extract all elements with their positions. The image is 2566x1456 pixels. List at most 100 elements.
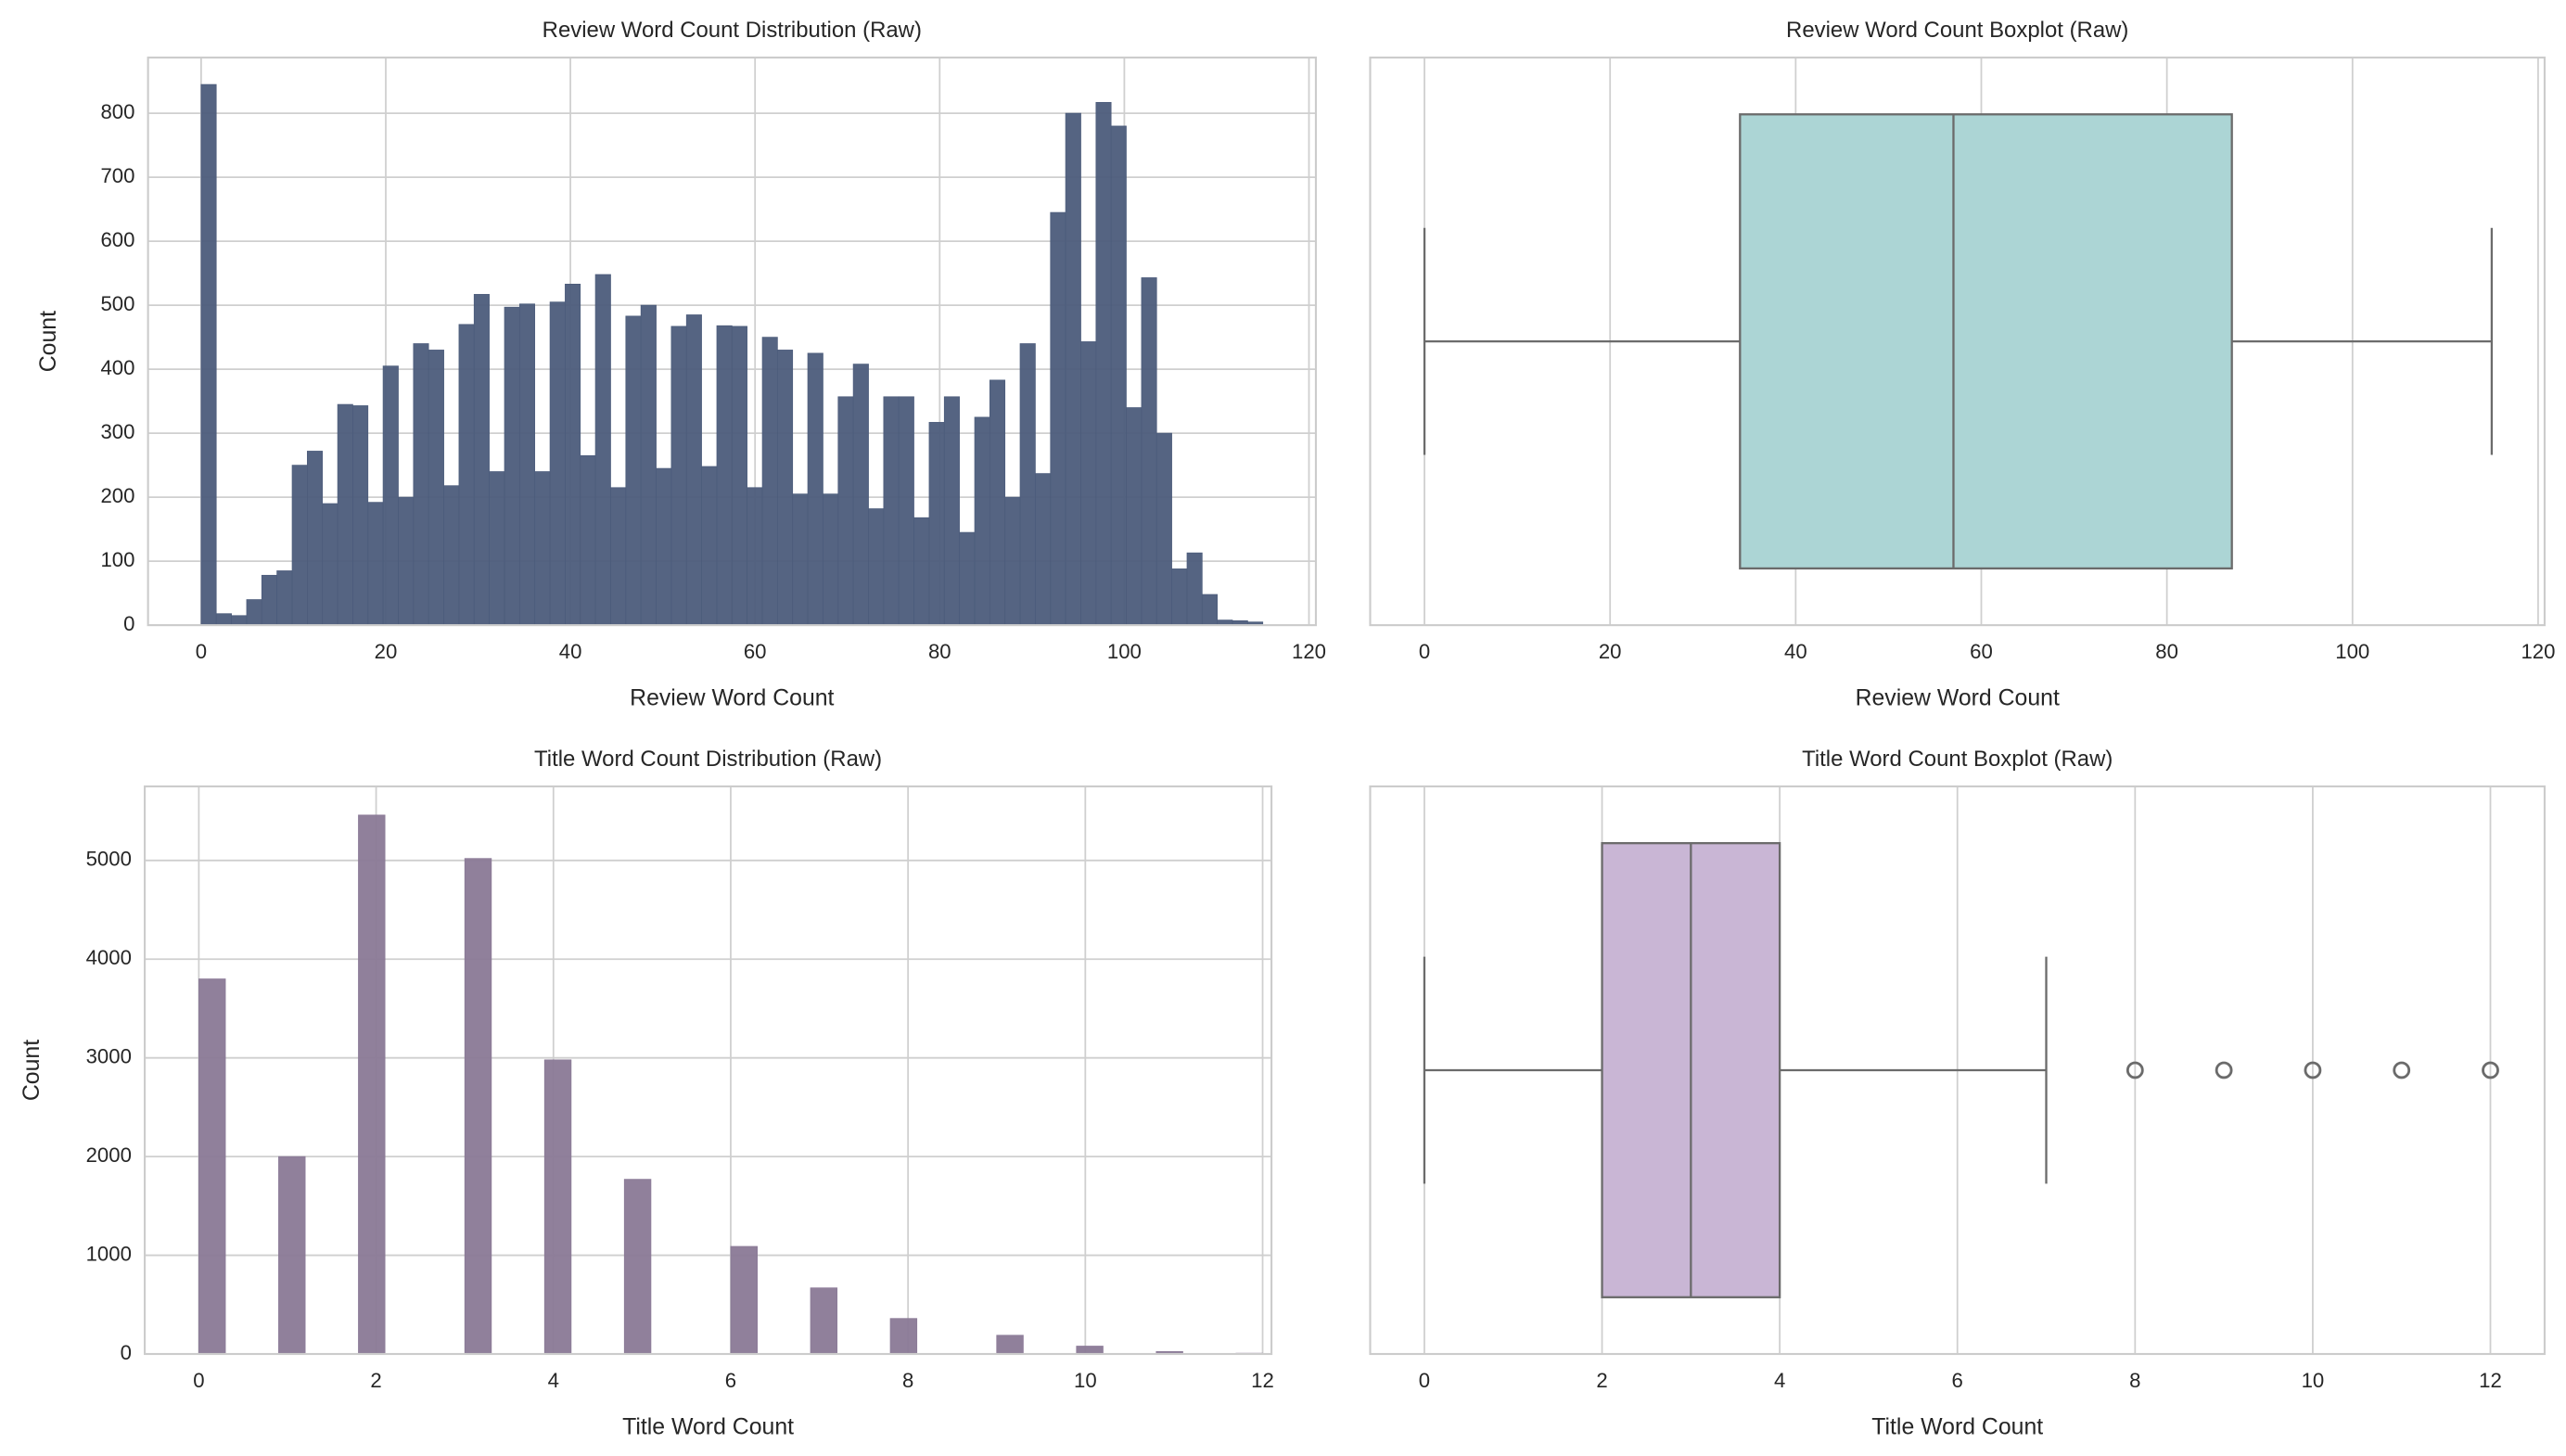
y-tick-label: 1000 — [86, 1242, 132, 1265]
histogram-bar — [852, 364, 869, 626]
histogram-bar — [868, 508, 885, 626]
histogram-bar — [1171, 568, 1188, 626]
histogram-bar — [913, 517, 930, 626]
x-tick-label: 60 — [744, 640, 767, 663]
histogram-bar — [276, 570, 293, 626]
x-tick-label: 0 — [196, 640, 207, 663]
histogram-bar — [1126, 407, 1143, 626]
histogram-bar — [358, 814, 386, 1355]
x-tick-label: 120 — [2521, 640, 2555, 663]
y-tick-label: 800 — [100, 100, 134, 123]
x-tick-label: 20 — [375, 640, 398, 663]
y-tick-label: 4000 — [86, 946, 132, 969]
histogram-bar — [1155, 432, 1172, 626]
x-tick-label: 0 — [1419, 640, 1430, 663]
axes-frame — [147, 57, 1318, 627]
histogram-bar — [807, 352, 823, 626]
x-tick-label: 10 — [1074, 1369, 1097, 1392]
histogram-bar — [777, 350, 794, 626]
x-tick-label: 2 — [1596, 1369, 1607, 1392]
histogram-bar — [1186, 552, 1203, 626]
histogram-bar — [464, 858, 492, 1355]
histogram-bar — [889, 1318, 918, 1355]
histogram-bar — [1076, 1346, 1104, 1355]
chart-title: Review Word Count Boxplot (Raw) — [1786, 18, 2128, 43]
histogram-bar — [352, 405, 369, 626]
x-tick-label: 2 — [370, 1369, 381, 1392]
histogram-bar — [761, 337, 778, 626]
y-axis-label: Count — [36, 311, 61, 372]
histogram-bar — [398, 496, 415, 626]
axes-frame — [1369, 785, 2547, 1356]
histogram-bar — [367, 502, 384, 626]
x-tick-label: 4 — [548, 1369, 559, 1392]
outlier — [2304, 1061, 2322, 1079]
histogram-bar — [701, 466, 718, 626]
histogram-bar — [215, 613, 232, 626]
y-tick-label: 0 — [121, 1341, 132, 1364]
y-tick-label: 5000 — [86, 848, 132, 871]
histogram-bar — [543, 1059, 572, 1355]
x-tick-label: 0 — [1419, 1369, 1430, 1392]
histogram-bar — [610, 487, 627, 626]
histogram-bar — [458, 324, 475, 626]
outlier — [2126, 1061, 2144, 1079]
y-tick-label: 3000 — [86, 1045, 132, 1068]
histogram-bar — [730, 1245, 758, 1355]
chart-title: Title Word Count Distribution (Raw) — [534, 747, 882, 772]
histogram-bar — [549, 301, 566, 626]
axes-frame — [1369, 57, 2547, 627]
x-tick-label: 10 — [2302, 1369, 2325, 1392]
histogram-bar — [231, 615, 248, 626]
histogram-bar — [291, 465, 308, 626]
histogram-bar — [883, 396, 900, 626]
histogram-bar — [565, 283, 581, 626]
outlier — [2393, 1061, 2411, 1079]
x-tick-label: 4 — [1774, 1369, 1785, 1392]
histogram-bar — [670, 326, 687, 626]
histogram-bar — [959, 531, 976, 626]
histogram-bar — [198, 978, 226, 1355]
histogram-bar — [337, 403, 353, 626]
x-tick-label: 40 — [1784, 640, 1807, 663]
histogram-bar — [246, 599, 262, 626]
histogram-bar — [1141, 277, 1157, 626]
histogram-bar — [518, 303, 536, 626]
histogram-bar — [837, 396, 854, 626]
histogram-bar — [413, 343, 429, 626]
histogram-bar — [1110, 125, 1127, 626]
histogram-bar — [200, 83, 217, 626]
y-tick-label: 500 — [100, 292, 134, 315]
histogram-bar — [504, 306, 520, 626]
histogram-bar — [1050, 211, 1066, 626]
x-tick-label: 80 — [2155, 640, 2178, 663]
histogram-bar — [996, 1335, 1024, 1355]
y-tick-label: 0 — [123, 612, 134, 635]
histogram-bar — [534, 471, 551, 626]
x-tick-label: 100 — [1107, 640, 1142, 663]
y-tick-label: 300 — [100, 420, 134, 443]
box — [1739, 113, 2233, 570]
histogram-bar — [810, 1287, 838, 1355]
histogram-bar — [898, 396, 914, 626]
x-tick-label: 40 — [559, 640, 582, 663]
x-axis-label: Review Word Count — [630, 686, 834, 711]
histogram-bar — [1004, 496, 1021, 626]
histogram-bar — [428, 350, 444, 626]
y-axis-label: Count — [19, 1040, 45, 1101]
histogram-bar — [656, 467, 672, 626]
histogram-bar — [1080, 341, 1097, 626]
x-tick-label: 120 — [1292, 640, 1326, 663]
histogram-bar — [731, 326, 747, 626]
x-tick-label: 8 — [902, 1369, 913, 1392]
y-tick-label: 100 — [100, 548, 134, 571]
x-tick-label: 80 — [928, 640, 951, 663]
x-axis-label: Review Word Count — [1856, 686, 2060, 711]
histogram-bar — [625, 315, 642, 626]
x-tick-label: 8 — [2129, 1369, 2140, 1392]
x-tick-label: 6 — [725, 1369, 736, 1392]
histogram-bar — [1095, 102, 1112, 626]
histogram-bar — [1019, 343, 1036, 626]
